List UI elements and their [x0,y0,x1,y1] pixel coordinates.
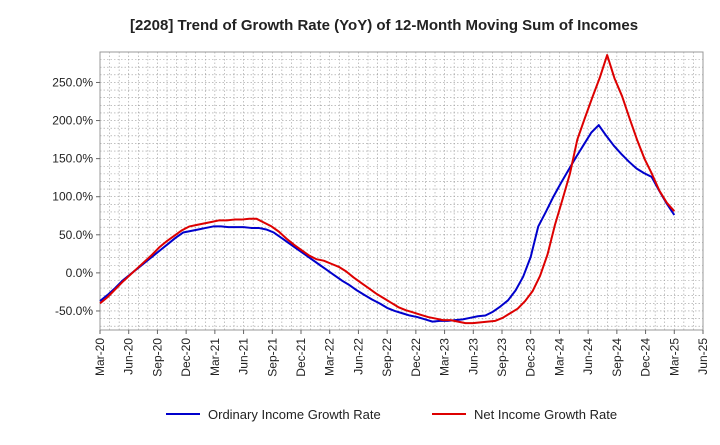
x-tick-label: Jun-21 [237,338,251,375]
x-tick-label: Mar-20 [93,338,107,376]
legend: Ordinary Income Growth Rate Net Income G… [166,407,617,422]
x-tick-label: Jun-25 [696,338,710,375]
series-line-net-income [99,54,676,325]
x-tick-label: Sep-21 [265,338,279,377]
x-tick-label: Jun-24 [581,338,595,375]
x-tick-label: Dec-21 [294,338,308,377]
plot-area [99,51,704,331]
x-tick-label: Mar-24 [552,338,566,376]
x-tick-label: Sep-20 [150,338,164,377]
y-tick-label: 150.0% [52,152,93,166]
x-tick-label: Mar-21 [208,338,222,376]
series-line-ordinary-income [99,124,676,323]
y-axis-ticks: 250.0% 200.0% 150.0% 100.0% 50.0% 0.0% -50.0% [52,75,100,318]
x-tick-label: Mar-23 [438,338,452,376]
x-tick-label: Mar-25 [667,338,681,376]
y-tick-label: -50.0% [55,304,93,318]
x-tick-label: Dec-22 [409,338,423,377]
x-tick-label: Sep-22 [380,338,394,377]
chart-title: [2208] Trend of Growth Rate (YoY) of 12-… [130,17,638,34]
x-axis-ticks: Mar-20 Jun-20 Sep-20 Dec-20 Mar-21 Jun-21 Sep-… [93,330,710,377]
grid-lines [100,52,703,330]
x-tick-label: Dec-24 [639,338,653,377]
x-tick-label: Sep-24 [610,338,624,377]
x-tick-label: Jun-23 [466,338,480,375]
y-tick-label: 250.0% [52,75,93,89]
y-tick-label: 100.0% [52,190,93,204]
y-tick-label: 200.0% [52,114,93,128]
y-tick-label: 0.0% [66,266,94,280]
x-tick-label: Mar-22 [323,338,337,376]
legend-label-net-income: Net Income Growth Rate [474,407,617,422]
x-tick-label: Sep-23 [495,338,509,377]
x-tick-label: Dec-20 [179,338,193,377]
y-tick-label: 50.0% [59,228,93,242]
x-tick-label: Jun-22 [351,338,365,375]
x-tick-label: Dec-23 [524,338,538,377]
series-lines [99,54,676,325]
x-tick-label: Jun-20 [122,338,136,375]
legend-label-ordinary-income: Ordinary Income Growth Rate [208,407,381,422]
